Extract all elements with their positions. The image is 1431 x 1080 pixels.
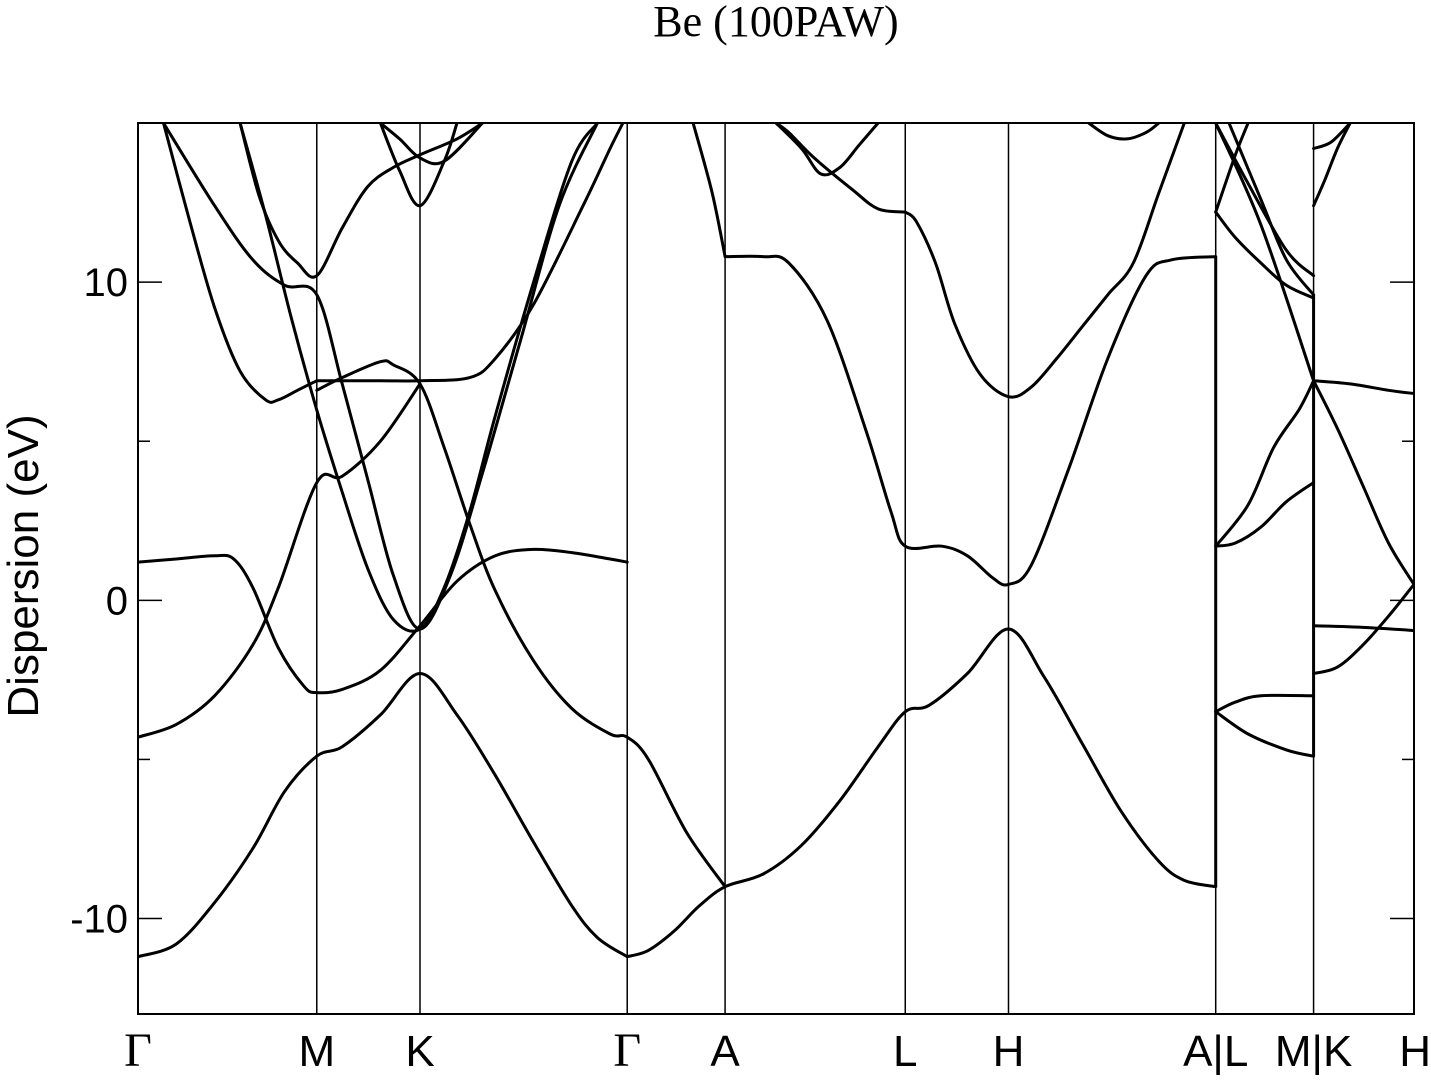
band-series-32 [1312, 123, 1352, 150]
band-series-18 [1214, 481, 1316, 548]
y-tick-label-1: 0 [106, 579, 128, 623]
band-series-28 [1312, 379, 1414, 586]
band-series-13 [723, 254, 1218, 587]
y-tick-label-0: -10 [70, 898, 128, 942]
x-tick-label-2: K [405, 1027, 434, 1076]
x-tick-label-8: M|K [1275, 1027, 1352, 1076]
band-lines [138, 123, 1414, 959]
x-tick-label-7: A|L [1183, 1027, 1248, 1076]
band-series-31 [1312, 123, 1352, 208]
band-series-2 [138, 382, 422, 739]
x-axis-ticks: Γ M K Γ A L H A|L M|K H [124, 1024, 1431, 1077]
x-tick-label-9: H [1399, 1027, 1431, 1076]
x-tick-label-4: A [710, 1027, 740, 1076]
band-series-6 [162, 123, 319, 404]
band-series-24 [1214, 123, 1316, 383]
band-series-16 [774, 123, 880, 177]
band-series-1 [625, 627, 1218, 959]
chart-title: Be (100PAW) [653, 0, 898, 46]
band-series-21 [1214, 710, 1316, 758]
band-series-20 [1214, 693, 1316, 714]
y-axis-ticks: -10 0 10 [70, 261, 1414, 942]
y-axis-label: Dispersion (eV) [0, 414, 48, 717]
band-series-14 [903, 123, 1186, 399]
band-series-23 [1214, 210, 1316, 300]
symmetry-point-lines [316, 123, 1315, 1014]
band-series-22 [1214, 123, 1250, 214]
band-series-7 [162, 123, 599, 631]
band-series-3 [138, 547, 629, 695]
band-series-26 [1227, 123, 1316, 297]
band-series-0 [138, 672, 629, 959]
x-tick-label-3: Γ [613, 1024, 641, 1077]
x-tick-label-1: M [298, 1027, 335, 1076]
plot-frame [137, 122, 1415, 1015]
band-series-4 [315, 359, 727, 889]
x-tick-label-6: H [993, 1027, 1025, 1076]
band-series-8 [238, 123, 484, 279]
band-series-9 [238, 123, 599, 633]
band-series-5 [315, 123, 625, 383]
band-series-30 [1312, 624, 1414, 633]
band-series-11 [378, 123, 484, 166]
band-series-27 [1312, 379, 1414, 395]
y-tick-label-2: 10 [84, 261, 129, 305]
band-series-19 [1214, 379, 1316, 548]
band-series-25 [1214, 123, 1316, 278]
band-series-10 [378, 123, 459, 208]
band-series-12 [691, 123, 727, 259]
x-tick-label-5: L [893, 1027, 917, 1076]
band-series-15 [774, 123, 907, 214]
band-series-17 [1087, 123, 1161, 141]
x-tick-label-0: Γ [124, 1024, 152, 1077]
band-series-29 [1312, 582, 1414, 675]
